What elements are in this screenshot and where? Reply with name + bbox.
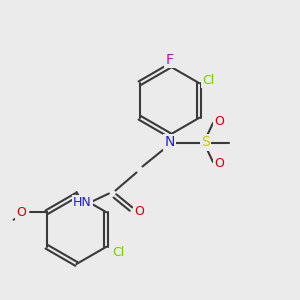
Text: O: O bbox=[215, 157, 224, 170]
Text: F: F bbox=[166, 53, 173, 67]
Text: S: S bbox=[201, 136, 210, 149]
Text: Cl: Cl bbox=[112, 246, 124, 259]
Text: O: O bbox=[16, 206, 26, 219]
Text: O: O bbox=[215, 115, 224, 128]
Text: O: O bbox=[134, 205, 144, 218]
Text: N: N bbox=[164, 136, 175, 149]
Text: Cl: Cl bbox=[202, 74, 214, 87]
Text: HN: HN bbox=[73, 196, 92, 209]
